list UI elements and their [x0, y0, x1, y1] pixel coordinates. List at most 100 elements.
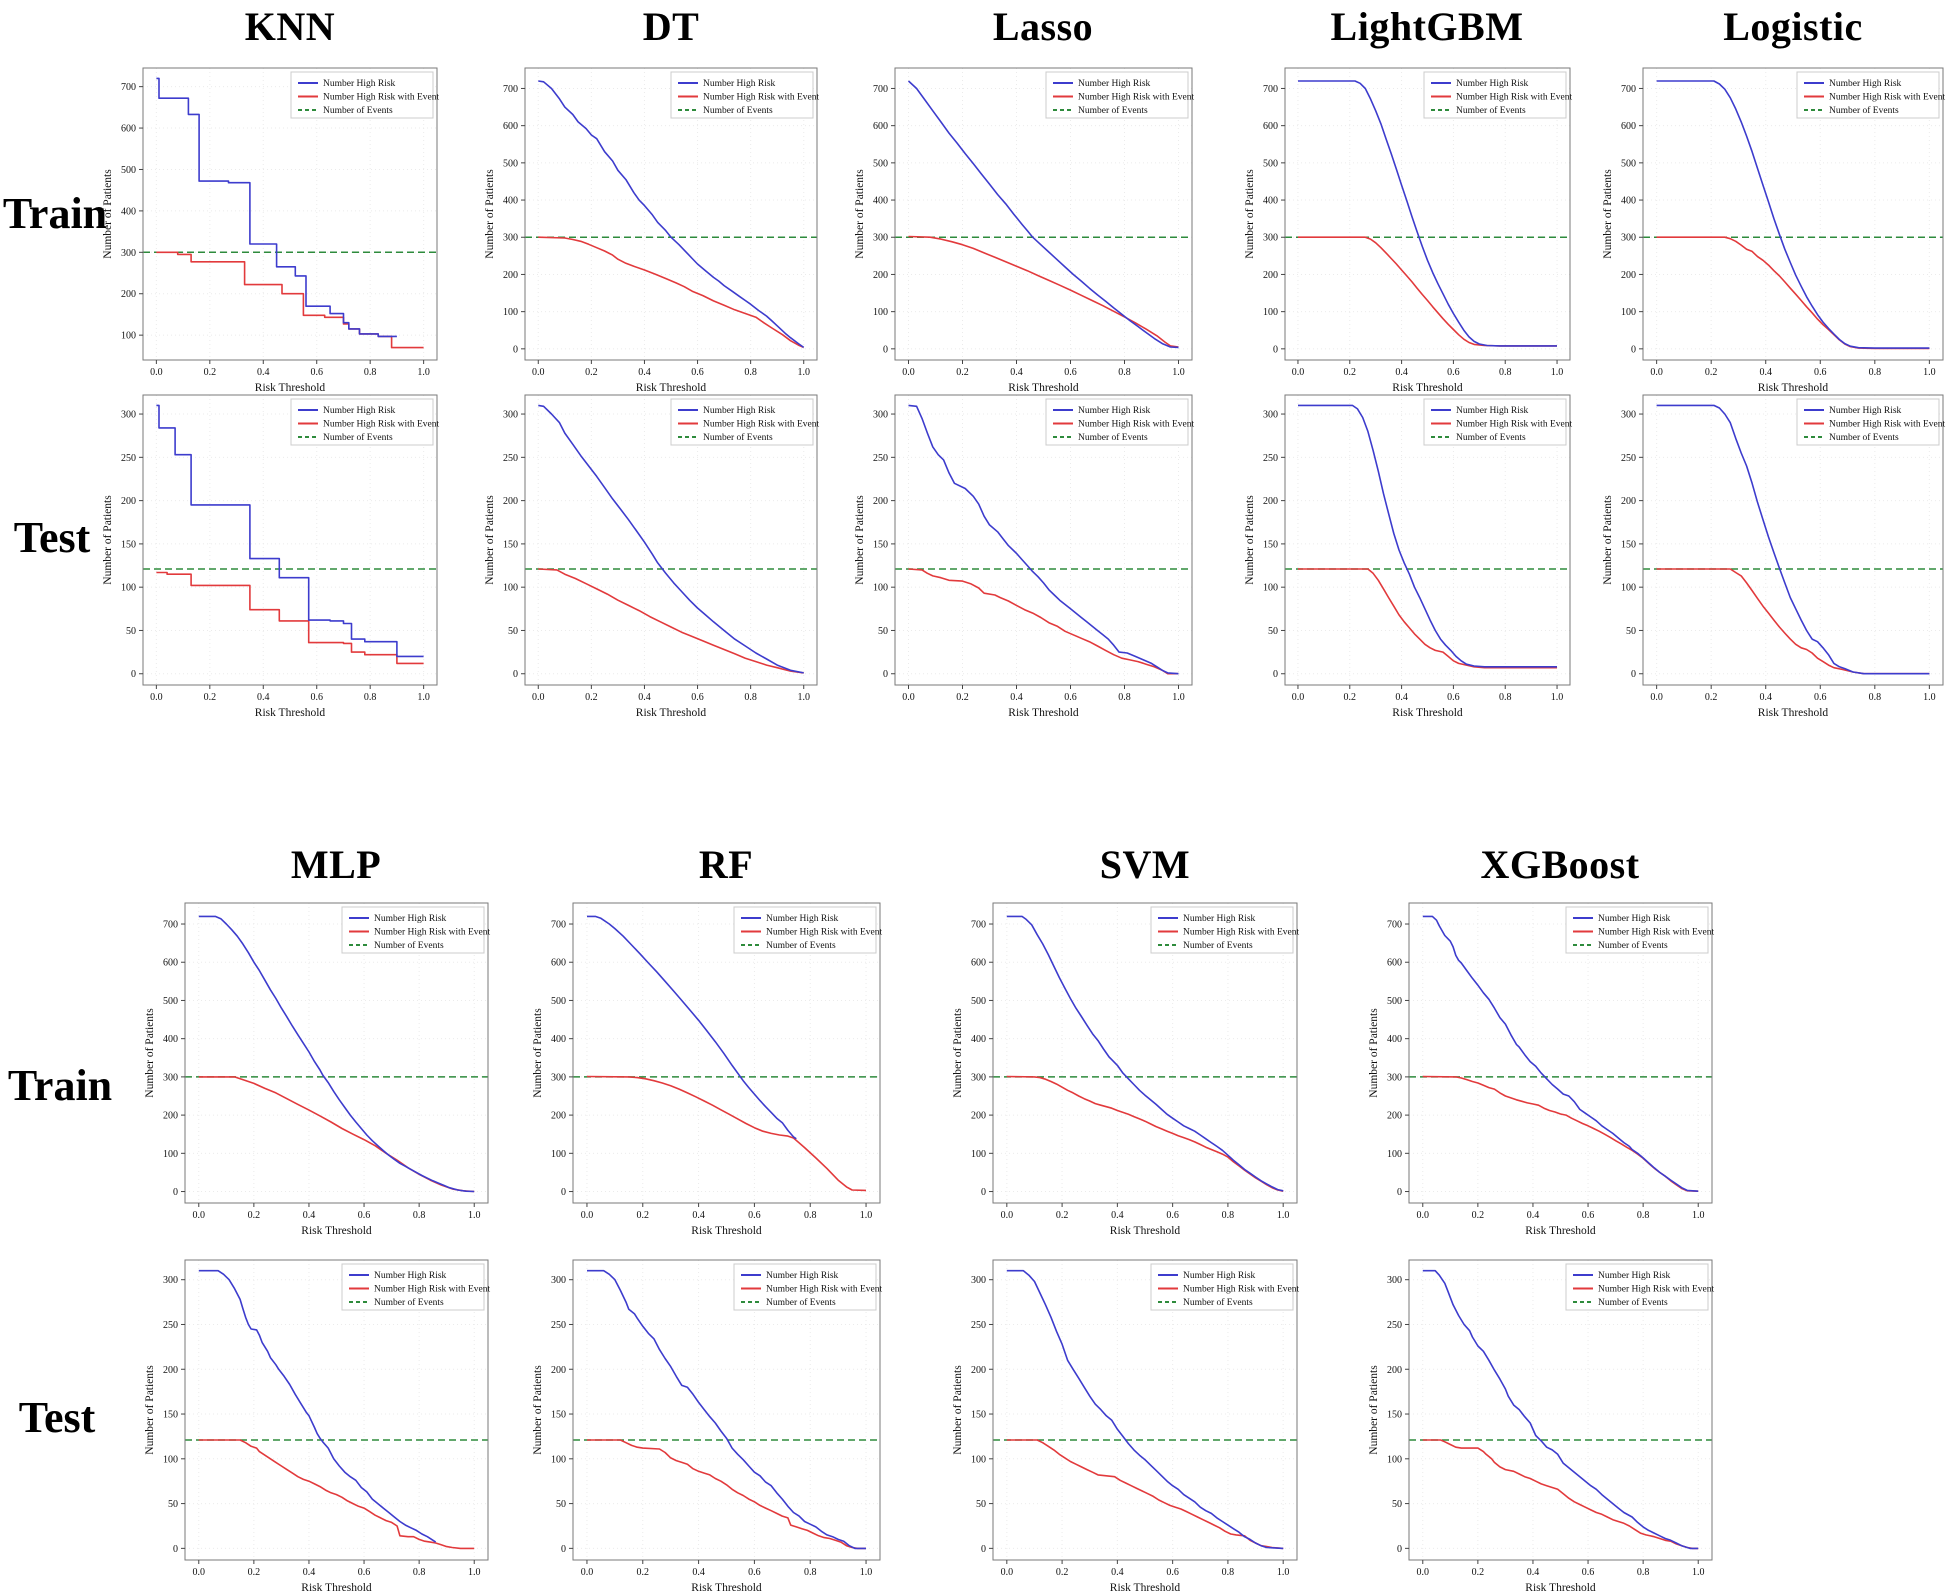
svg-text:500: 500 [503, 158, 518, 169]
series-number-high-risk-with-event [1006, 1439, 1284, 1550]
svg-text:Number High Risk with Event: Number High Risk with Event [374, 928, 490, 938]
y-axis-label: Number of Patients [1368, 1008, 1380, 1098]
svg-text:250: 250 [1387, 1320, 1402, 1331]
svg-text:300: 300 [503, 233, 518, 244]
svg-text:0.6: 0.6 [1447, 692, 1460, 703]
svg-text:1.0: 1.0 [468, 1567, 481, 1578]
model-title-knn: KNN [244, 4, 336, 49]
legend: Number High Risk Number High Risk with Ev… [1565, 906, 1714, 954]
row-label-train-top: Train [2, 189, 108, 238]
svg-text:Number High Risk with Event: Number High Risk with Event [374, 1285, 490, 1295]
svg-text:200: 200 [551, 1365, 566, 1376]
plot-svg: 0.0 0.2 0.4 0.6 0.8 1.0 Risk Threshold 0 100 200 3… [854, 67, 1194, 394]
x-axis: 0.0 0.2 0.4 0.6 0.8 1.0 Risk Threshold [150, 685, 430, 719]
svg-text:1.0: 1.0 [1923, 692, 1936, 703]
x-axis: 0.0 0.2 0.4 0.6 0.8 1.0 Risk Threshold [150, 360, 430, 394]
svg-text:0.4: 0.4 [1395, 367, 1408, 378]
svg-text:0.8: 0.8 [744, 367, 757, 378]
svg-text:0.4: 0.4 [1759, 367, 1772, 378]
svg-text:Number High Risk: Number High Risk [323, 79, 396, 89]
svg-text:50: 50 [1392, 1499, 1402, 1510]
chart-lasso-train: 0.0 0.2 0.4 0.6 0.8 1.0 Risk Threshold 0 100 200 3… [851, 56, 1201, 402]
svg-text:0.4: 0.4 [692, 1567, 705, 1578]
svg-text:100: 100 [551, 1149, 566, 1160]
svg-text:0.2: 0.2 [585, 367, 598, 378]
chart-logistic-train: 0.0 0.2 0.4 0.6 0.8 1.0 Risk Threshold 0 100 200 3… [1599, 56, 1949, 402]
svg-text:700: 700 [1621, 84, 1636, 95]
svg-text:Number High Risk with Event: Number High Risk with Event [323, 420, 439, 430]
series-number-high-risk-with-event [908, 235, 1179, 348]
grid [993, 903, 1297, 1203]
svg-text:Number of Events: Number of Events [703, 105, 773, 116]
svg-text:300: 300 [121, 248, 136, 259]
svg-text:400: 400 [1263, 196, 1278, 207]
row-label-test-top: Test [13, 513, 91, 562]
series-number-high-risk-with-event [908, 568, 1179, 675]
svg-text:100: 100 [503, 583, 518, 594]
svg-text:Number High Risk: Number High Risk [766, 914, 839, 924]
legend: Number High Risk Number High Risk with Ev… [1150, 1263, 1299, 1311]
svg-text:500: 500 [1621, 158, 1636, 169]
chart-lasso-test: 0.0 0.2 0.4 0.6 0.8 1.0 Risk Threshold 0 50 100 15… [851, 383, 1201, 727]
plot-area [1408, 1259, 1713, 1561]
y-axis: 0 100 200 300 400 500 600 700 Number of Patients [952, 920, 993, 1198]
legend: Number High Risk Number High Risk with Ev… [1150, 906, 1299, 954]
series-number-high-risk [587, 915, 797, 1140]
svg-text:Number of Events: Number of Events [1078, 105, 1148, 116]
svg-text:100: 100 [1621, 583, 1636, 594]
svg-text:0.6: 0.6 [748, 1210, 761, 1221]
svg-text:0.8: 0.8 [1637, 1567, 1650, 1578]
svg-text:0.0: 0.0 [902, 367, 915, 378]
x-axis-label: Risk Threshold [1758, 382, 1829, 394]
series-number-high-risk-with-event [1656, 236, 1930, 350]
x-axis-label: Risk Threshold [1110, 1582, 1181, 1594]
series-number-high-risk-with-event [198, 1076, 475, 1193]
svg-text:200: 200 [551, 1111, 566, 1122]
svg-text:1.0: 1.0 [417, 367, 430, 378]
x-axis: 0.0 0.2 0.4 0.6 0.8 1.0 Risk Threshold [902, 685, 1185, 719]
svg-text:1.0: 1.0 [1923, 367, 1936, 378]
svg-text:Number of Events: Number of Events [766, 940, 836, 951]
y-axis-label: Number of Patients [144, 1008, 156, 1098]
svg-text:1.0: 1.0 [1692, 1567, 1705, 1578]
svg-text:100: 100 [503, 307, 518, 318]
svg-text:0.2: 0.2 [1344, 367, 1357, 378]
svg-text:Number of Events: Number of Events [1078, 432, 1148, 443]
svg-text:Number High Risk: Number High Risk [1598, 1271, 1671, 1281]
y-axis-label: Number of Patients [1602, 169, 1614, 259]
svg-text:300: 300 [873, 410, 888, 421]
svg-text:150: 150 [121, 539, 136, 550]
plot-svg: 0.0 0.2 0.4 0.6 0.8 1.0 Risk Threshold 0 50 100 15… [144, 1259, 490, 1594]
svg-text:100: 100 [121, 583, 136, 594]
svg-text:Number High Risk with Event: Number High Risk with Event [1456, 420, 1572, 430]
y-axis-label: Number of Patients [102, 495, 114, 585]
svg-text:0.8: 0.8 [1499, 367, 1512, 378]
svg-text:200: 200 [1263, 496, 1278, 507]
x-axis-label: Risk Threshold [1758, 707, 1829, 719]
svg-text:600: 600 [873, 121, 888, 132]
plot-svg: 0.0 0.2 0.4 0.6 0.8 1.0 Risk Threshold 0 50 100 15… [952, 1259, 1299, 1594]
series-number-high-risk [156, 404, 424, 658]
svg-text:400: 400 [121, 206, 136, 217]
series-number-high-risk-with-event [586, 1075, 867, 1192]
svg-text:Number High Risk: Number High Risk [374, 1271, 447, 1281]
svg-text:Number of Events: Number of Events [1829, 432, 1899, 443]
svg-text:0.0: 0.0 [902, 692, 915, 703]
plot-svg: 0.0 0.2 0.4 0.6 0.8 1.0 Risk Threshold 0 100 200 3… [532, 902, 882, 1237]
x-axis: 0.0 0.2 0.4 0.6 0.8 1.0 Risk Threshold [532, 360, 810, 394]
x-axis-label: Risk Threshold [1392, 382, 1463, 394]
y-axis-label: Number of Patients [144, 1365, 156, 1455]
plot-svg: 0.0 0.2 0.4 0.6 0.8 1.0 Risk Threshold 0 100 200 3… [952, 902, 1299, 1237]
series-number-high-risk [538, 80, 805, 349]
svg-text:300: 300 [1263, 233, 1278, 244]
svg-text:0: 0 [173, 1544, 178, 1555]
svg-text:500: 500 [873, 158, 888, 169]
plot-area [524, 394, 818, 686]
x-axis-label: Risk Threshold [1008, 707, 1079, 719]
svg-text:0.8: 0.8 [804, 1567, 817, 1578]
svg-text:150: 150 [1621, 539, 1636, 550]
svg-text:0: 0 [561, 1187, 566, 1198]
svg-text:Number of Events: Number of Events [766, 1297, 836, 1308]
svg-text:0.4: 0.4 [1010, 367, 1023, 378]
